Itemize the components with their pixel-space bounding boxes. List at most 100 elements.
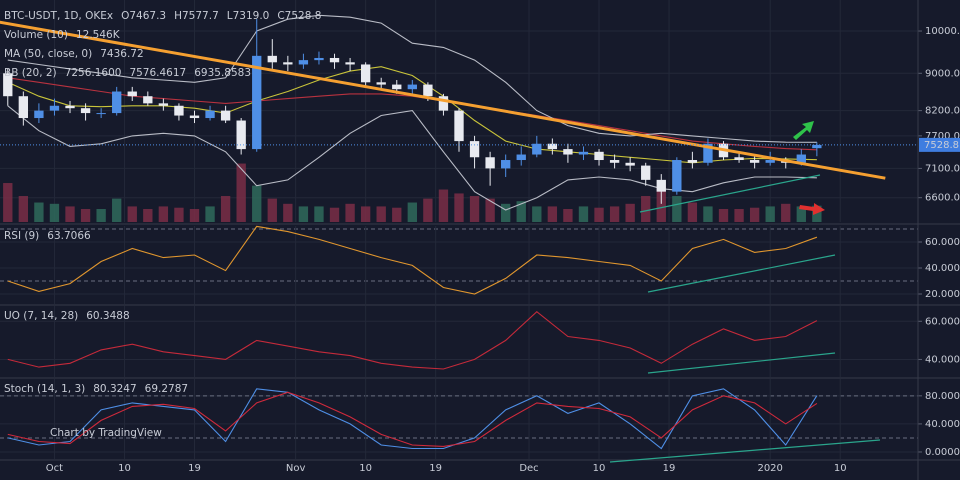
y-tick-label: 20.0000 [925, 289, 960, 300]
volume-bar [423, 198, 433, 222]
indicator-line [7, 105, 817, 211]
y-tick-label: 80.0000 [925, 391, 960, 402]
volume-bar [49, 203, 60, 222]
candle-body [80, 108, 91, 114]
candle-body [765, 160, 775, 163]
ohlc-value: O7467.3 [121, 10, 166, 22]
volume-bar [205, 206, 215, 222]
candle-body [236, 120, 246, 150]
pane-title: UO (7, 14, 28) [4, 310, 78, 322]
legend-value: 7256.1600 [65, 67, 122, 79]
volume-bar [18, 196, 29, 222]
volume-bar [547, 206, 558, 222]
candle-body [252, 55, 262, 150]
volume-bar [283, 203, 293, 222]
legend-name: Volume (10) [4, 29, 68, 41]
support-line [639, 174, 821, 213]
candle-body [547, 143, 558, 150]
x-tick-label: Dec [519, 463, 538, 474]
candle-body [796, 154, 806, 163]
volume-bar [765, 206, 775, 222]
legend-value: 6935.8583 [194, 67, 251, 79]
candle-body [298, 60, 309, 65]
volume-bar [267, 198, 277, 222]
y-tick-label: 8200.0 [925, 106, 960, 117]
y-tick-label: 10000.0 [925, 26, 960, 37]
candle-body [407, 84, 417, 90]
volume-bar [252, 185, 262, 222]
candle-body [438, 96, 449, 111]
volume-bar [189, 209, 200, 222]
candle-body [625, 162, 635, 166]
ohlc-value: C7528.8 [277, 10, 321, 22]
volume-bar [469, 196, 480, 222]
volume-bar [220, 196, 231, 222]
volume-bar [112, 198, 122, 222]
indicator-line [7, 14, 817, 143]
volume-bar [563, 209, 573, 222]
legend-value: 7576.4617 [129, 67, 186, 79]
y-tick-label: 40.0000 [925, 354, 960, 365]
volume-bar [781, 203, 791, 222]
y-tick-label: 6600.0 [925, 193, 960, 204]
volume-bar [96, 209, 106, 222]
volume-bar [625, 203, 635, 222]
candle-body [34, 110, 44, 119]
ohlc-value: L7319.0 [227, 10, 270, 22]
x-tick-label: 10 [118, 463, 131, 474]
legend-name: BB (20, 2) [4, 67, 57, 79]
x-tick-label: 2020 [757, 463, 782, 474]
volume-bar [516, 201, 526, 222]
legend-value: 80.3247 [93, 383, 136, 395]
legend-value: 7436.72 [100, 48, 143, 60]
arrows [793, 121, 825, 215]
candle-body [609, 160, 620, 163]
candle-body [329, 57, 340, 63]
volume-bar [3, 183, 13, 222]
y-tick-label: 60.0000 [925, 237, 960, 248]
support-line [609, 439, 881, 463]
candle-body [49, 105, 60, 111]
x-tick-label: 19 [188, 463, 201, 474]
candle-body [189, 115, 200, 119]
candle-body [454, 110, 464, 142]
candle-body [18, 96, 29, 119]
candle-body [641, 165, 651, 180]
x-tick-label: 19 [429, 463, 442, 474]
volume-bar [749, 207, 760, 222]
volume-bar [501, 203, 511, 222]
volume-bar [158, 206, 169, 222]
ohlc-value: H7577.7 [174, 10, 219, 22]
volume-bar [34, 202, 44, 222]
legend-value: 12.546K [76, 29, 121, 41]
volume-bar [143, 209, 153, 222]
volume-bar [65, 206, 75, 222]
volume-bar [578, 206, 589, 222]
x-tick-label: Oct [46, 463, 63, 474]
volume-bar [454, 193, 464, 222]
candle-body [578, 151, 589, 155]
price-tag-label: 7528.8 [924, 140, 959, 151]
indicator-line [7, 391, 818, 447]
watermark: Chart by TradingView [50, 427, 162, 439]
volume-bar [594, 207, 604, 222]
candle-body [656, 179, 666, 192]
indicator-line [7, 310, 818, 370]
candle-body [485, 157, 495, 169]
support-line [647, 254, 836, 293]
y-tick-label: 40.0000 [925, 419, 960, 430]
candle-body [812, 144, 822, 149]
volume-bar [329, 207, 340, 222]
volume-bar [718, 209, 729, 222]
volume-bar [485, 198, 495, 222]
candle-body [3, 73, 13, 97]
candle-body [594, 151, 604, 161]
volume-bar [392, 207, 402, 222]
support-line [647, 352, 836, 374]
candle-body [65, 105, 75, 109]
y-tick-label: 9000.0 [925, 68, 960, 79]
volume-bar [812, 205, 822, 222]
candle-body [96, 113, 106, 115]
volume-bar [127, 206, 137, 222]
